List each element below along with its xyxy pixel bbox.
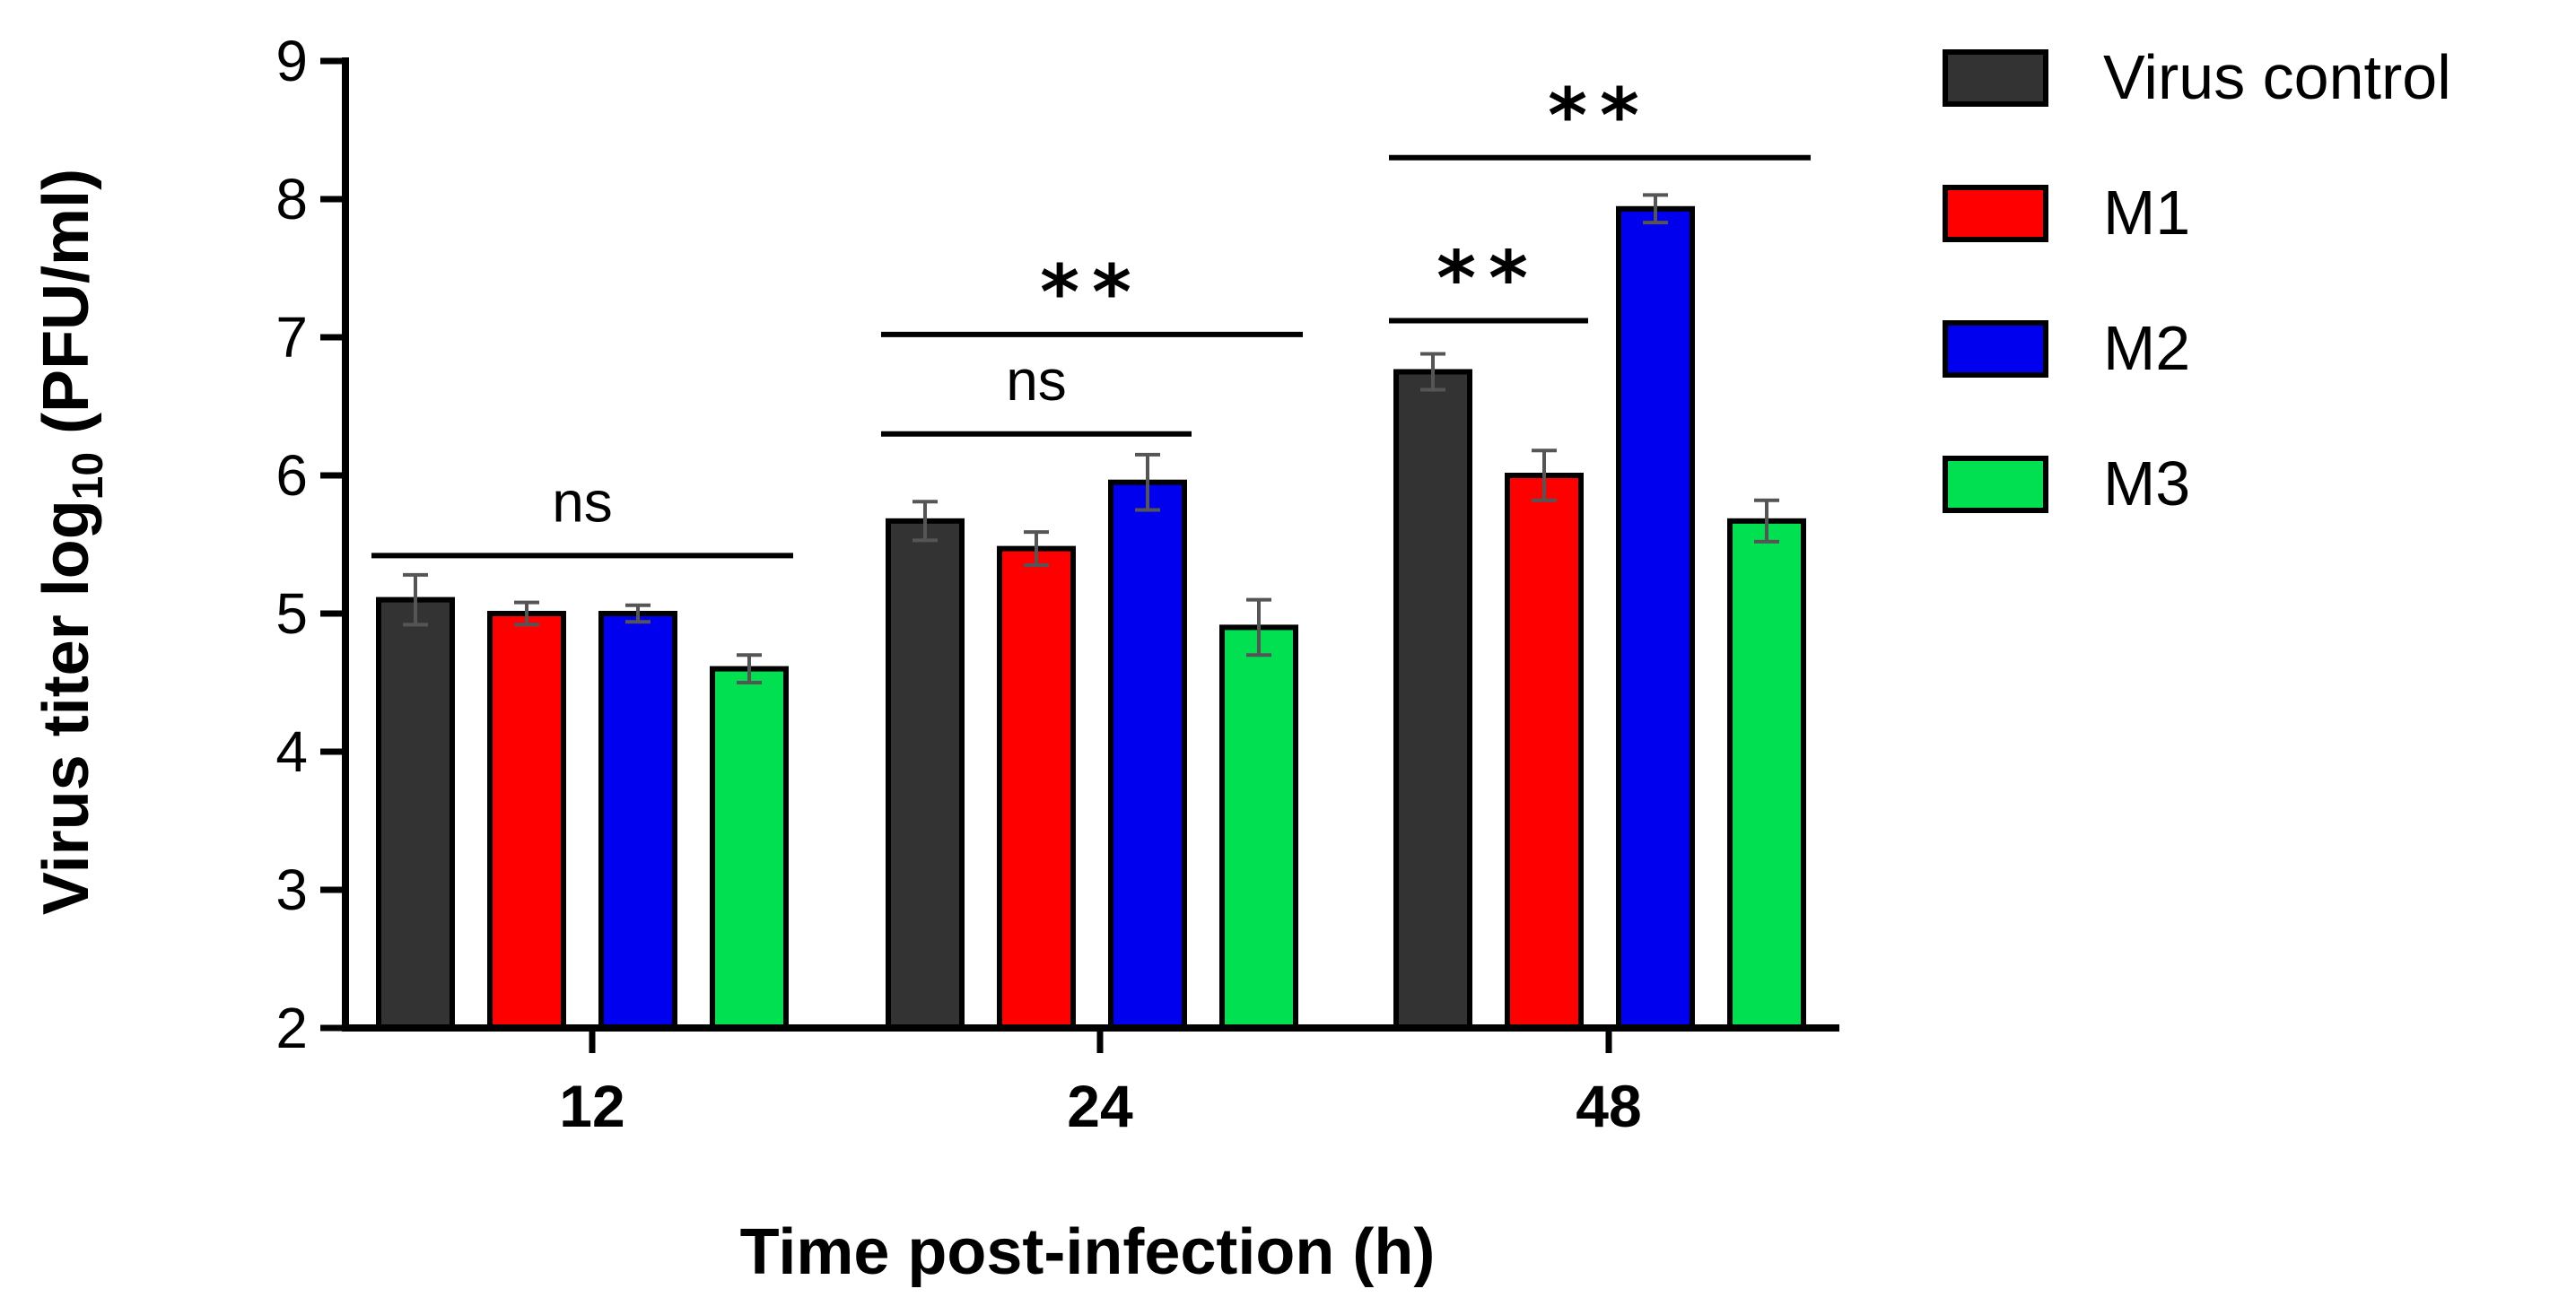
bar-virus-control-24h bbox=[886, 518, 965, 1031]
error-bar-virus-control-24h bbox=[913, 500, 938, 543]
y-tick-label-9: 9 bbox=[275, 29, 308, 93]
bar-m3-48h bbox=[1727, 518, 1806, 1031]
bar-m2-12h bbox=[598, 611, 677, 1031]
significance-label: ns bbox=[552, 469, 613, 534]
legend-label: M1 bbox=[2103, 178, 2190, 248]
legend-item-m3: M3 bbox=[1943, 448, 2190, 518]
bar-virus-control-12h bbox=[376, 597, 455, 1031]
error-bar-virus-control-12h bbox=[403, 572, 428, 627]
significance-stars-4: ** bbox=[1389, 72, 1811, 161]
legend-swatch bbox=[1943, 320, 2048, 378]
significance-label: ** bbox=[1040, 248, 1144, 336]
bar-m3-24h bbox=[1219, 624, 1298, 1032]
bar-m1-12h bbox=[487, 611, 566, 1031]
y-tick-label-5: 5 bbox=[275, 581, 308, 646]
axes: 2 3 4 5 6 7 8 9 12 24 48 bbox=[275, 29, 1839, 1139]
y-axis-title-prefix: Virus titer log bbox=[31, 500, 102, 915]
y-tick-label-8: 8 bbox=[275, 167, 308, 231]
y-tick-label-6: 6 bbox=[275, 443, 308, 508]
significance-stars-2: ** bbox=[881, 248, 1303, 337]
error-bar-m3-12h bbox=[737, 653, 762, 684]
bar-m2-48h bbox=[1616, 205, 1695, 1031]
significance-stars-3: ** bbox=[1389, 235, 1588, 324]
significance-label: ** bbox=[1436, 235, 1541, 323]
legend-item-m2: M2 bbox=[1943, 313, 2190, 383]
error-bar-m2-24h bbox=[1135, 452, 1160, 512]
y-tick-label-3: 3 bbox=[275, 858, 308, 922]
legend-swatch bbox=[1943, 49, 2048, 107]
bar-virus-control-48h bbox=[1393, 369, 1472, 1031]
y-tick-label-2: 2 bbox=[275, 996, 308, 1060]
x-tick-label-48: 48 bbox=[1576, 1073, 1641, 1139]
x-tick-label-24: 24 bbox=[1067, 1073, 1133, 1139]
error-bar-virus-control-48h bbox=[1420, 352, 1445, 392]
legend-item-m1: M1 bbox=[1943, 178, 2190, 248]
legend-swatch bbox=[1943, 456, 2048, 513]
significance-label: ** bbox=[1548, 72, 1652, 160]
significance-ns-1: ns bbox=[881, 348, 1192, 437]
x-tick-label-12: 12 bbox=[559, 1073, 624, 1139]
error-bars-layer bbox=[403, 193, 1779, 684]
y-axis-title-suffix: (PFU/ml) bbox=[31, 169, 102, 452]
error-bar-m2-12h bbox=[625, 603, 651, 624]
legend-label: Virus control bbox=[2103, 42, 2451, 112]
error-bar-m1-48h bbox=[1532, 448, 1557, 502]
bar-m1-24h bbox=[997, 545, 1076, 1031]
legend-swatch bbox=[1943, 185, 2048, 242]
error-bar-m3-48h bbox=[1754, 498, 1779, 544]
legend: Virus control M1 M2 M3 bbox=[1943, 42, 2451, 518]
legend-item-virus-control: Virus control bbox=[1943, 42, 2451, 112]
error-bar-m1-24h bbox=[1024, 530, 1049, 568]
error-bar-m1-12h bbox=[514, 600, 539, 627]
legend-label: M2 bbox=[2103, 313, 2190, 383]
x-axis-title: Time post-infection (h) bbox=[740, 1216, 1436, 1288]
y-tick-label-7: 7 bbox=[275, 305, 308, 370]
bar-m1-48h bbox=[1505, 473, 1584, 1031]
bar-m2-24h bbox=[1108, 479, 1187, 1031]
error-bar-m3-24h bbox=[1246, 597, 1271, 658]
error-bar-m2-48h bbox=[1643, 193, 1668, 225]
y-tick-label-4: 4 bbox=[275, 719, 308, 784]
legend-label: M3 bbox=[2103, 448, 2190, 518]
significance-ns-0: ns bbox=[371, 469, 793, 559]
y-axis-title: Virus titer log10 (PFU/ml) bbox=[31, 169, 112, 915]
bar-m3-12h bbox=[710, 666, 789, 1031]
significance-label: ns bbox=[1006, 348, 1067, 413]
y-axis-title-subscript: 10 bbox=[65, 452, 112, 500]
